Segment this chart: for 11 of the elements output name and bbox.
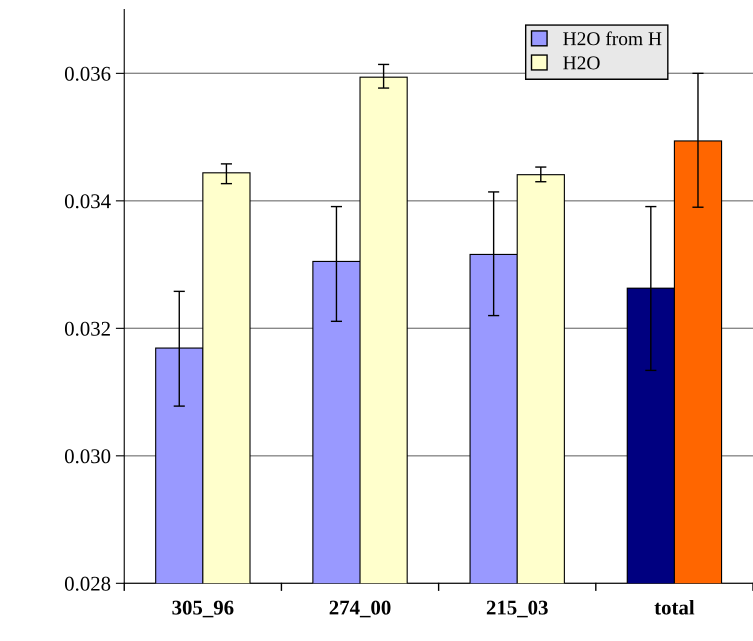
x-tick-label: total <box>654 600 694 615</box>
y-tick-label: 0.036 <box>64 66 110 81</box>
x-tick-label: 305_96 <box>172 600 234 618</box>
x-tick-label: 274_00 <box>330 600 390 618</box>
legend-label: H2O from H <box>563 31 662 46</box>
x-tick-label: 215_03 <box>486 600 548 618</box>
legend-label: H2O <box>563 56 600 70</box>
y-tick-label: 0.030 <box>64 449 110 464</box>
y-tick-label: 0.028 <box>64 576 110 591</box>
y-tick-label: 0.034 <box>64 194 111 208</box>
y-tick-label: 0.032 <box>64 322 110 336</box>
